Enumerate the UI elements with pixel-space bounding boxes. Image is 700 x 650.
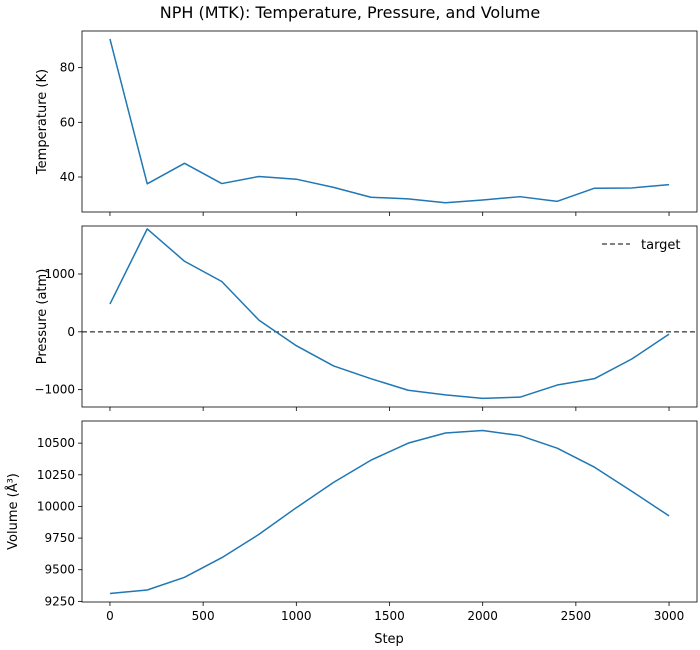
y-tick-label: 60 [60,115,75,129]
y-tick-label: 1000 [44,267,75,281]
y-tick-label: 80 [60,61,75,75]
x-tick-label: 1000 [281,609,312,623]
y-tick-label: 9500 [44,563,75,577]
chart-title: NPH (MTK): Temperature, Pressure, and Vo… [160,3,540,22]
y-axis-label: Temperature (K) [35,69,50,175]
temperature-series-line [109,38,670,204]
legend: target [602,238,681,253]
y-tick-label: 10000 [37,499,75,513]
x-tick-label: 1500 [374,609,405,623]
y-tick-label: 0 [67,325,75,339]
x-tick-label: 500 [192,609,215,623]
y-tick-label: 9250 [44,594,75,608]
volume-axes-frame [81,420,698,603]
x-tick-label: 0 [106,609,114,623]
volume-series-line [109,429,670,595]
temperature-axes-frame [81,30,698,213]
x-tick-label: 3000 [654,609,685,623]
y-tick-label: 10500 [37,436,75,450]
x-tick-label: 2500 [561,609,592,623]
volume-panel: 9250 9500 9750 10000 10250 10500 0 500 1000 1500 2… [5,420,698,623]
legend-label: target [641,238,681,253]
y-tick-label: −1000 [34,383,75,397]
y-axis-label: Volume (Å³) [5,473,21,550]
y-axis-label: Pressure (atm) [35,269,50,365]
x-tick-label: 2000 [467,609,498,623]
temperature-panel: 40 60 80 Temperature (K) [35,30,698,216]
y-tick-label: 40 [60,170,75,184]
x-axis-label: Step [374,632,404,647]
y-tick-label: 10250 [37,468,75,482]
pressure-series-line [109,228,670,400]
y-tick-label: 9750 [44,531,75,545]
